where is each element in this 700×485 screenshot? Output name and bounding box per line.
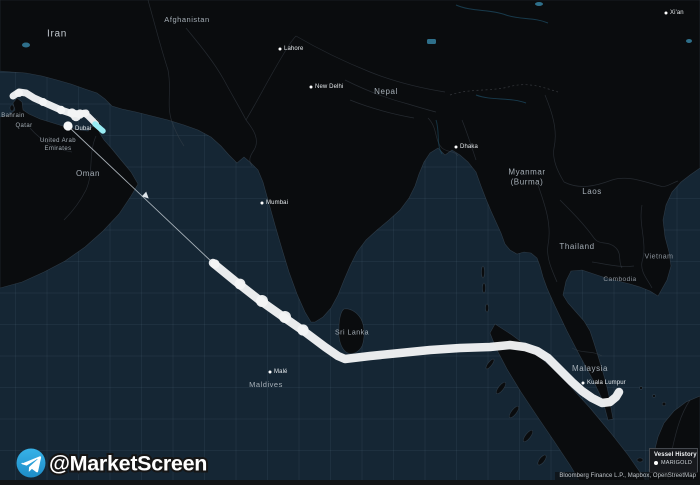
map-attribution: Bloomberg Finance L.P., Mapbox, OpenStre… xyxy=(555,472,700,481)
island-anambas-2 xyxy=(652,394,656,398)
landmass-sri-lanka xyxy=(338,308,365,354)
lake xyxy=(22,42,30,48)
route-direction-arrow xyxy=(141,191,149,199)
vessel-history-legend: Vessel History MARIGOLD xyxy=(649,448,698,473)
border-line xyxy=(544,94,565,183)
border-line xyxy=(559,199,623,269)
bottom-strip xyxy=(0,480,700,485)
track-position-blob xyxy=(15,89,23,97)
island-sumatra-chain-2 xyxy=(495,381,507,395)
border-line-disputed xyxy=(449,84,559,96)
border-line xyxy=(640,204,653,289)
lake xyxy=(427,39,436,44)
water-features xyxy=(22,2,692,155)
watermark: @MarketScreen xyxy=(16,448,209,478)
track-position-blob xyxy=(39,98,47,106)
legend-title: Vessel History xyxy=(654,452,697,458)
lake xyxy=(686,39,692,43)
border-line xyxy=(245,119,257,167)
port-marker-dubai xyxy=(63,121,73,131)
landmass-arabia xyxy=(0,97,139,289)
border-line xyxy=(427,117,459,157)
river xyxy=(435,119,443,155)
island-sumatra-chain-3 xyxy=(508,405,520,419)
border-line xyxy=(591,261,635,267)
landmass-asia xyxy=(0,0,700,421)
track-position-blob xyxy=(70,110,82,122)
track-latest-position xyxy=(92,121,106,134)
track-position-blob xyxy=(297,324,309,336)
track-position-blob xyxy=(56,105,66,115)
border-line xyxy=(537,184,558,283)
border-line xyxy=(344,79,437,113)
island-anambas-3 xyxy=(661,401,667,407)
island-nicobar xyxy=(485,303,489,313)
track-position-blob xyxy=(210,259,220,269)
border-line xyxy=(185,27,247,121)
island-sumatra-chain-4 xyxy=(522,429,534,443)
vessel-track xyxy=(9,88,624,408)
border-line xyxy=(571,347,603,357)
legend-vessel-name: MARIGOLD xyxy=(661,460,693,466)
island-sumatra-chain-1 xyxy=(485,358,495,370)
border-line xyxy=(349,99,415,119)
vessel-dot-icon xyxy=(654,461,658,465)
island-sumatra-chain-5 xyxy=(537,454,547,466)
border-line xyxy=(245,35,297,121)
island-andaman-2 xyxy=(482,282,486,294)
track-position-blob xyxy=(279,311,291,323)
island-bahrain xyxy=(9,104,15,112)
island-anambas-1 xyxy=(639,386,643,390)
border-line xyxy=(563,177,679,187)
telegram-icon xyxy=(16,448,46,478)
country-borders xyxy=(29,0,691,483)
river xyxy=(455,4,549,24)
track-position-blob xyxy=(256,295,268,307)
river xyxy=(475,94,527,104)
watermark-handle: @MarketScreen xyxy=(49,452,207,476)
border-line xyxy=(147,0,185,147)
border-line xyxy=(295,35,446,93)
island-andaman-1 xyxy=(481,265,485,279)
route-line xyxy=(69,127,214,264)
legend-item-vessel: MARIGOLD xyxy=(654,460,693,466)
border-line xyxy=(63,135,97,221)
track-position-blob xyxy=(234,278,246,290)
border-line xyxy=(29,127,73,153)
island-bangka-1 xyxy=(636,457,644,463)
lake xyxy=(535,2,543,6)
border-line xyxy=(461,119,477,161)
